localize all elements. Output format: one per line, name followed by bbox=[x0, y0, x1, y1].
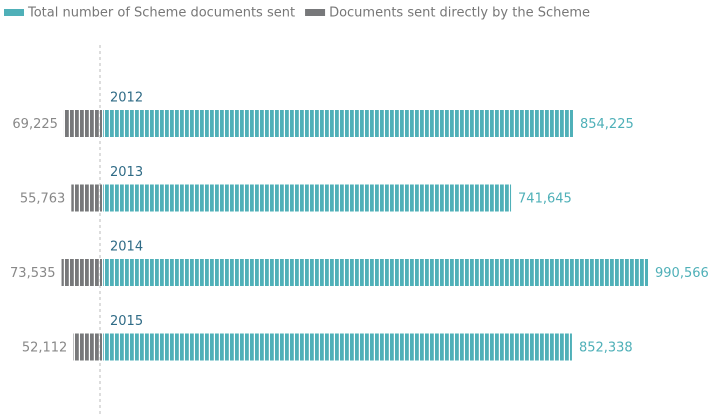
value-label: 55,763 bbox=[20, 192, 66, 207]
legend-label: Total number of Scheme documents sent bbox=[27, 6, 295, 21]
bar-total bbox=[103, 333, 572, 361]
bar-total bbox=[103, 184, 512, 212]
bar-direct bbox=[61, 259, 102, 286]
year-label: 2012 bbox=[110, 91, 143, 106]
value-label: 73,535 bbox=[10, 266, 56, 281]
value-label: 52,112 bbox=[22, 341, 68, 356]
value-label: 69,225 bbox=[12, 117, 58, 132]
legend-label: Documents sent directly by the Scheme bbox=[329, 6, 590, 21]
value-label: 990,566 bbox=[655, 266, 709, 281]
bar-total bbox=[103, 110, 573, 137]
bar-direct bbox=[73, 333, 102, 361]
bar-total bbox=[103, 259, 648, 286]
year-label: 2013 bbox=[110, 165, 143, 180]
value-label: 852,338 bbox=[579, 341, 633, 356]
year-label: 2014 bbox=[110, 240, 143, 255]
value-label: 854,225 bbox=[580, 117, 634, 132]
year-label: 2015 bbox=[110, 314, 143, 329]
legend-swatch bbox=[305, 9, 326, 16]
legend-swatch bbox=[4, 9, 24, 16]
bar-direct bbox=[63, 110, 102, 137]
value-label: 741,645 bbox=[518, 192, 572, 207]
bar-direct bbox=[71, 184, 102, 212]
